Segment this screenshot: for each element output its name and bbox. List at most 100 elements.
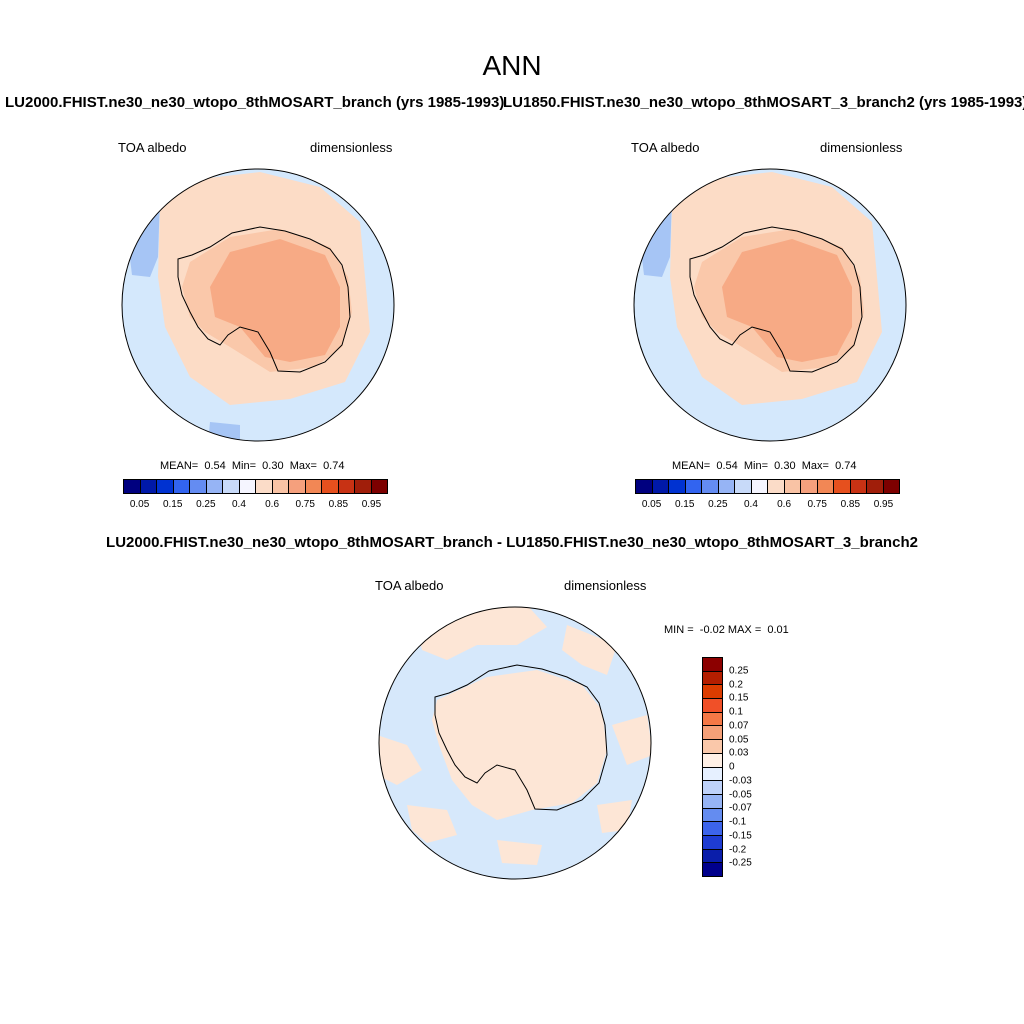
diff-colorbar-tick-label: -0.25 <box>729 857 752 869</box>
diff-colorbar-tick-label: -0.05 <box>729 789 752 800</box>
colorbar-tick-label: 0.75 <box>807 499 827 510</box>
colorbar-segment <box>190 480 207 493</box>
diff-colorbar-tick-label: -0.03 <box>729 775 752 787</box>
diff-colorbar-segment <box>703 699 722 713</box>
diff-colorbar-segment <box>703 781 722 795</box>
difference-title: LU2000.FHIST.ne30_ne30_wtopo_8thMOSART_b… <box>106 534 918 551</box>
colorbar-segment <box>305 480 322 493</box>
colorbar-tick-label: 0.05 <box>129 499 150 510</box>
diff-colorbar-tick-label: 0.2 <box>729 679 743 690</box>
panel-2-colorbar <box>635 479 900 494</box>
colorbar-segment <box>272 480 289 493</box>
diff-colorbar-tick-label: 0.05 <box>729 734 749 745</box>
colorbar-segment <box>636 480 653 493</box>
figure-title: ANN <box>482 50 542 81</box>
colorbar-tick-label: 0.15 <box>674 499 695 510</box>
colorbar-segment <box>718 480 735 493</box>
diff-colorbar-tick-label: 0.03 <box>729 747 749 759</box>
diff-colorbar-segment <box>703 794 722 809</box>
diff-colorbar-segment <box>703 835 722 850</box>
colorbar-tick-label: 0.4 <box>231 499 246 510</box>
diff-colorbar-segment <box>703 808 722 823</box>
colorbar-segment <box>669 480 686 493</box>
difference-minmax: MIN = -0.02 MAX = 0.01 <box>664 624 789 636</box>
colorbar-tick-label: 0.25 <box>196 499 216 510</box>
panel-2-units-label: dimensionless <box>820 140 903 155</box>
diff-colorbar-segment <box>703 767 722 782</box>
colorbar-tick-label: 0.6 <box>777 499 792 510</box>
colorbar-segment <box>124 480 141 493</box>
panel-2-stats: MEAN= 0.54 Min= 0.30 Max= 0.74 <box>672 460 857 472</box>
colorbar-segment <box>239 480 256 493</box>
panel-1-stats: MEAN= 0.54 Min= 0.30 Max= 0.74 <box>160 460 345 472</box>
difference-units-label: dimensionless <box>564 578 647 593</box>
panel-2-title: LU1850.FHIST.ne30_ne30_wtopo_8thMOSART_3… <box>503 94 1024 111</box>
colorbar-segment <box>784 480 801 493</box>
colorbar-tick-label: 0.95 <box>361 499 382 510</box>
diff-colorbar-tick-label: 0.1 <box>729 706 743 718</box>
difference-colorbar <box>702 657 723 877</box>
colorbar-tick-label: 0.25 <box>708 499 728 510</box>
panel-1-colorbar-ticks: 0.05 0.15 0.25 0.4 0.6 0.75 0.85 0.95 <box>123 499 388 511</box>
diff-colorbar-segment <box>703 822 722 836</box>
diff-colorbar-tick-label: -0.1 <box>729 816 747 828</box>
colorbar-segment <box>652 480 669 493</box>
colorbar-tick-label: 0.15 <box>162 499 183 510</box>
panel-2-variable-label: TOA albedo <box>631 140 700 155</box>
panel-1-units-label: dimensionless <box>310 140 393 155</box>
panel-1-variable-label: TOA albedo <box>118 140 187 155</box>
diff-colorbar-tick-label: -0.15 <box>729 830 752 842</box>
colorbar-segment <box>338 480 355 493</box>
panel-1-polar-map <box>121 168 395 442</box>
colorbar-tick-label: 0.6 <box>265 499 280 510</box>
colorbar-segment <box>867 480 884 493</box>
colorbar-tick-label: 0.85 <box>328 499 349 510</box>
diff-colorbar-segment <box>703 753 722 768</box>
panel-2-polar-map <box>633 168 907 442</box>
colorbar-segment <box>883 480 899 493</box>
colorbar-tick-label: 0.75 <box>295 499 315 510</box>
diff-colorbar-tick-label: 0 <box>729 761 735 773</box>
colorbar-segment <box>371 480 387 493</box>
difference-colorbar-ticks: 0.25 0.2 0.15 0.1 0.07 0.05 0.03 0 -0.03 -0.05 -0.… <box>729 657 769 877</box>
diff-colorbar-segment <box>703 726 722 741</box>
diff-colorbar-tick-label: -0.07 <box>729 802 752 814</box>
diff-colorbar-tick-label: 0.07 <box>729 720 749 732</box>
colorbar-segment <box>256 480 273 493</box>
colorbar-segment <box>322 480 339 493</box>
diff-colorbar-tick-label: 0.25 <box>729 665 749 677</box>
difference-variable-label: TOA albedo <box>375 578 444 593</box>
panel-1-colorbar <box>123 479 388 494</box>
diff-colorbar-segment <box>703 712 722 727</box>
colorbar-segment <box>768 480 785 493</box>
panel-1-title: LU2000.FHIST.ne30_ne30_wtopo_8thMOSART_b… <box>5 94 505 111</box>
diff-colorbar-segment <box>703 671 722 686</box>
colorbar-segment <box>850 480 867 493</box>
colorbar-tick-label: 0.05 <box>641 499 662 510</box>
diff-colorbar-segment <box>703 658 722 672</box>
colorbar-segment <box>173 480 190 493</box>
panel-2-colorbar-ticks: 0.05 0.15 0.25 0.4 0.6 0.75 0.85 0.95 <box>635 499 900 511</box>
colorbar-segment <box>223 480 240 493</box>
colorbar-segment <box>801 480 818 493</box>
colorbar-segment <box>685 480 702 493</box>
colorbar-segment <box>817 480 834 493</box>
diff-colorbar-segment <box>703 849 722 864</box>
colorbar-segment <box>834 480 851 493</box>
colorbar-segment <box>751 480 768 493</box>
colorbar-segment <box>702 480 719 493</box>
diff-colorbar-tick-label: -0.2 <box>729 844 747 855</box>
diff-colorbar-segment <box>703 740 722 754</box>
colorbar-segment <box>735 480 752 493</box>
diff-colorbar-tick-label: 0.15 <box>729 692 749 704</box>
colorbar-segment <box>206 480 223 493</box>
colorbar-tick-label: 0.85 <box>840 499 861 510</box>
colorbar-segment <box>157 480 174 493</box>
colorbar-segment <box>355 480 372 493</box>
colorbar-segment <box>140 480 157 493</box>
diff-colorbar-segment <box>703 685 722 700</box>
difference-polar-map <box>378 606 652 880</box>
colorbar-tick-label: 0.95 <box>873 499 894 510</box>
colorbar-tick-label: 0.4 <box>743 499 758 510</box>
colorbar-segment <box>289 480 306 493</box>
